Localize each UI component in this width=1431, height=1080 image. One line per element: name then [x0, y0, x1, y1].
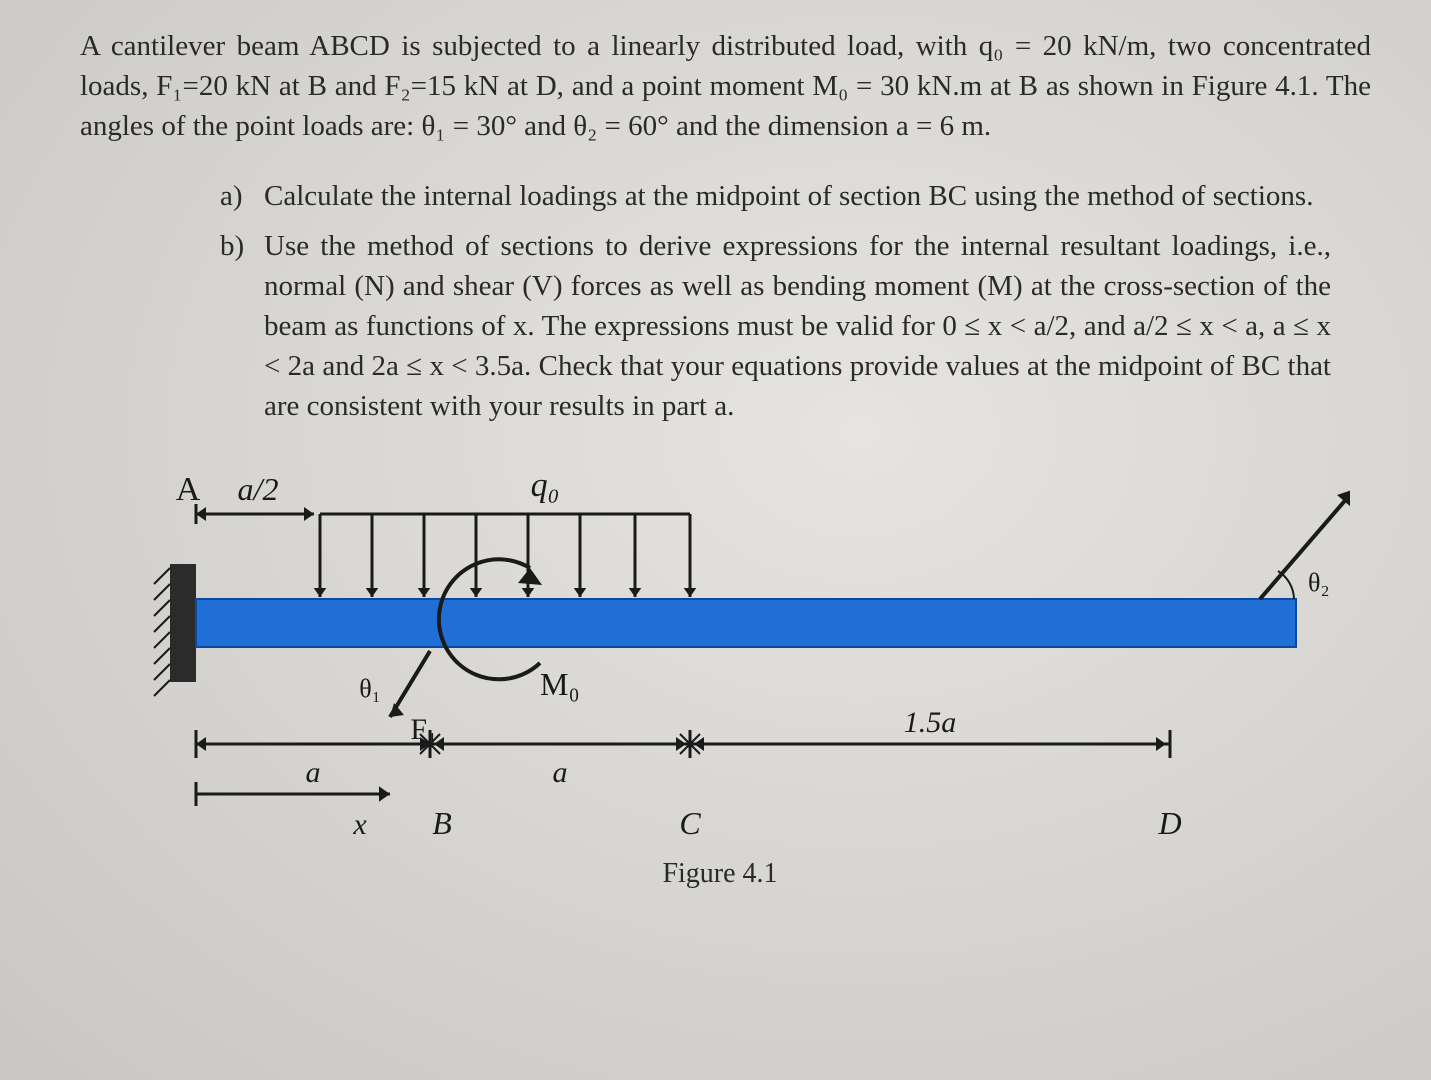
question-a-text: Calculate the internal loadings at the m… [264, 176, 1331, 216]
svg-text:x: x [352, 808, 367, 841]
svg-text:a: a [306, 756, 321, 789]
question-a: a) Calculate the internal loadings at th… [220, 176, 1331, 216]
marker-a: a) [220, 176, 264, 216]
svg-text:1.5a: 1.5a [904, 706, 957, 739]
figure: q₀Aa/2θ₁F₁M₀F₂θ₂aa1.5axBCD Figure 4.1 [90, 444, 1350, 884]
svg-text:θ₁: θ₁ [359, 674, 381, 703]
beam-diagram: q₀Aa/2θ₁F₁M₀F₂θ₂aa1.5axBCD [90, 444, 1350, 864]
svg-text:a/2: a/2 [238, 471, 279, 507]
question-b: b) Use the method of sections to derive … [220, 226, 1331, 426]
svg-text:θ₂: θ₂ [1308, 568, 1330, 597]
svg-text:C: C [679, 805, 701, 841]
marker-b: b) [220, 226, 264, 426]
svg-text:A: A [176, 471, 201, 508]
problem-statement: A cantilever beam ABCD is subjected to a… [80, 26, 1371, 146]
question-b-text: Use the method of sections to derive exp… [264, 226, 1331, 426]
svg-text:a: a [553, 756, 568, 789]
figure-caption: Figure 4.1 [90, 858, 1350, 890]
svg-text:D: D [1157, 805, 1181, 841]
question-list: a) Calculate the internal loadings at th… [80, 176, 1371, 426]
svg-text:q₀: q₀ [531, 467, 560, 504]
svg-text:B: B [432, 805, 452, 841]
svg-text:M₀: M₀ [540, 666, 580, 702]
page: A cantilever beam ABCD is subjected to a… [0, 0, 1431, 1080]
